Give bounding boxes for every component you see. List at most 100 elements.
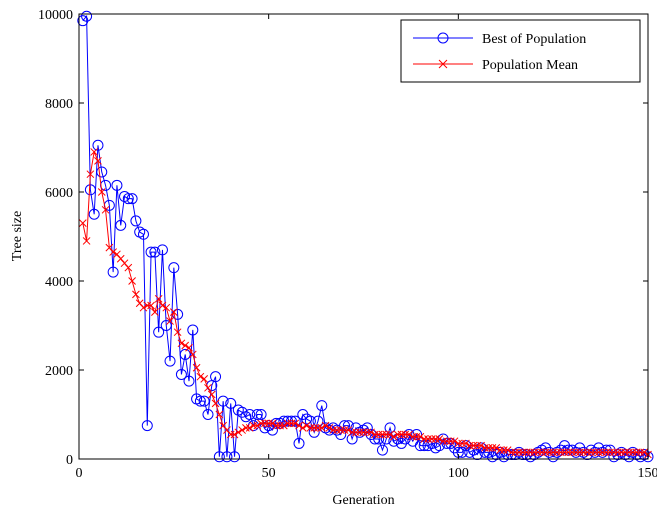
data-point-best bbox=[316, 400, 328, 412]
data-point-best bbox=[255, 409, 267, 420]
data-point-mean bbox=[405, 430, 413, 439]
data-point-mean bbox=[261, 419, 269, 428]
data-point-mean bbox=[166, 317, 174, 325]
data-point-best bbox=[175, 368, 187, 380]
x-tick-label: 0 bbox=[76, 466, 83, 481]
data-point-mean bbox=[207, 390, 216, 399]
data-point-mean bbox=[435, 435, 444, 443]
data-point-mean bbox=[94, 156, 102, 165]
y-tick-label: 4000 bbox=[45, 275, 73, 290]
data-point-mean bbox=[640, 448, 649, 457]
data-point-mean bbox=[196, 372, 205, 381]
data-point-mean bbox=[553, 448, 561, 457]
data-point-mean bbox=[109, 248, 117, 256]
data-point-mean bbox=[469, 441, 478, 450]
data-point-best bbox=[115, 219, 127, 231]
data-point-best bbox=[92, 139, 104, 151]
data-point-mean bbox=[477, 441, 485, 450]
data-point-mean bbox=[215, 410, 224, 419]
y-tick-label: 10000 bbox=[38, 8, 73, 23]
data-point-mean bbox=[401, 430, 410, 439]
data-point-best bbox=[88, 208, 100, 220]
data-point-mean bbox=[333, 426, 341, 434]
data-point-mean bbox=[545, 448, 554, 457]
data-point-mean bbox=[363, 428, 372, 437]
y-tick-label: 0 bbox=[66, 453, 73, 468]
data-point-mean bbox=[287, 419, 296, 428]
data-point-best bbox=[433, 440, 445, 452]
data-point-mean bbox=[473, 441, 482, 450]
data-point-mean bbox=[143, 301, 152, 310]
data-point-mean bbox=[124, 263, 133, 272]
data-point-mean bbox=[336, 426, 345, 434]
data-point-mean bbox=[340, 426, 349, 434]
data-point-mean bbox=[632, 448, 641, 457]
data-point-mean bbox=[234, 428, 243, 437]
data-point-mean bbox=[242, 423, 250, 432]
data-point-best bbox=[160, 320, 172, 331]
data-point-mean bbox=[344, 426, 353, 434]
legend-marker-circle-icon bbox=[437, 32, 449, 44]
data-point-best bbox=[145, 246, 157, 258]
data-point-mean bbox=[572, 448, 580, 457]
data-point-best bbox=[411, 429, 423, 441]
data-point-mean bbox=[188, 350, 197, 359]
data-point-mean bbox=[556, 448, 565, 457]
data-point-mean bbox=[518, 448, 527, 457]
data-point-mean bbox=[295, 421, 303, 430]
data-point-mean bbox=[279, 421, 288, 430]
data-point-mean bbox=[378, 430, 387, 439]
data-point-mean bbox=[462, 439, 470, 448]
data-point-mean bbox=[492, 444, 501, 452]
data-point-best bbox=[210, 371, 222, 383]
data-point-mean bbox=[181, 341, 190, 350]
data-point-mean bbox=[534, 448, 542, 457]
data-point-best bbox=[107, 266, 119, 278]
data-point-mean bbox=[321, 421, 330, 430]
data-point-mean bbox=[306, 423, 315, 432]
data-point-best bbox=[418, 440, 430, 452]
data-point-best bbox=[202, 409, 214, 420]
data-point-mean bbox=[427, 435, 436, 443]
data-point-mean bbox=[564, 448, 573, 457]
data-point-mean bbox=[382, 430, 391, 439]
legend-label-mean: Population Mean bbox=[482, 58, 578, 73]
data-point-mean bbox=[211, 399, 220, 408]
legend-label-best: Best of Population bbox=[482, 32, 586, 47]
data-point-mean bbox=[446, 437, 455, 446]
data-point-mean bbox=[488, 444, 497, 452]
data-point-mean bbox=[496, 446, 504, 454]
data-point-best bbox=[456, 446, 468, 458]
data-point-mean bbox=[352, 428, 360, 437]
data-point-best bbox=[137, 228, 149, 240]
data-point-best bbox=[346, 433, 358, 445]
y-axis-label: Tree size bbox=[10, 211, 25, 261]
data-point-mean bbox=[257, 419, 265, 428]
y-tick-label: 2000 bbox=[45, 364, 73, 379]
data-point-mean bbox=[613, 448, 622, 457]
data-point-best bbox=[168, 262, 180, 274]
data-point-mean bbox=[507, 448, 516, 457]
data-point-mean bbox=[298, 423, 307, 432]
data-point-mean bbox=[158, 301, 167, 310]
data-point-mean bbox=[420, 435, 429, 443]
data-point-mean bbox=[325, 423, 334, 432]
data-point-mean bbox=[598, 448, 607, 457]
data-point-mean bbox=[371, 430, 379, 439]
data-point-mean bbox=[481, 444, 489, 452]
data-point-mean bbox=[272, 421, 281, 430]
data-point-mean bbox=[568, 448, 576, 457]
data-point-mean bbox=[355, 428, 364, 437]
data-point-best bbox=[81, 10, 93, 22]
y-tick-label: 6000 bbox=[45, 186, 73, 201]
data-point-mean bbox=[465, 441, 474, 450]
data-point-mean bbox=[610, 448, 618, 457]
data-point-mean bbox=[132, 290, 140, 299]
data-point-mean bbox=[374, 430, 383, 439]
data-point-mean bbox=[226, 430, 235, 439]
data-point-mean bbox=[408, 432, 417, 441]
data-point-mean bbox=[617, 448, 626, 457]
data-point-mean bbox=[515, 448, 523, 457]
data-point-mean bbox=[177, 339, 186, 348]
data-point-mean bbox=[310, 423, 319, 432]
